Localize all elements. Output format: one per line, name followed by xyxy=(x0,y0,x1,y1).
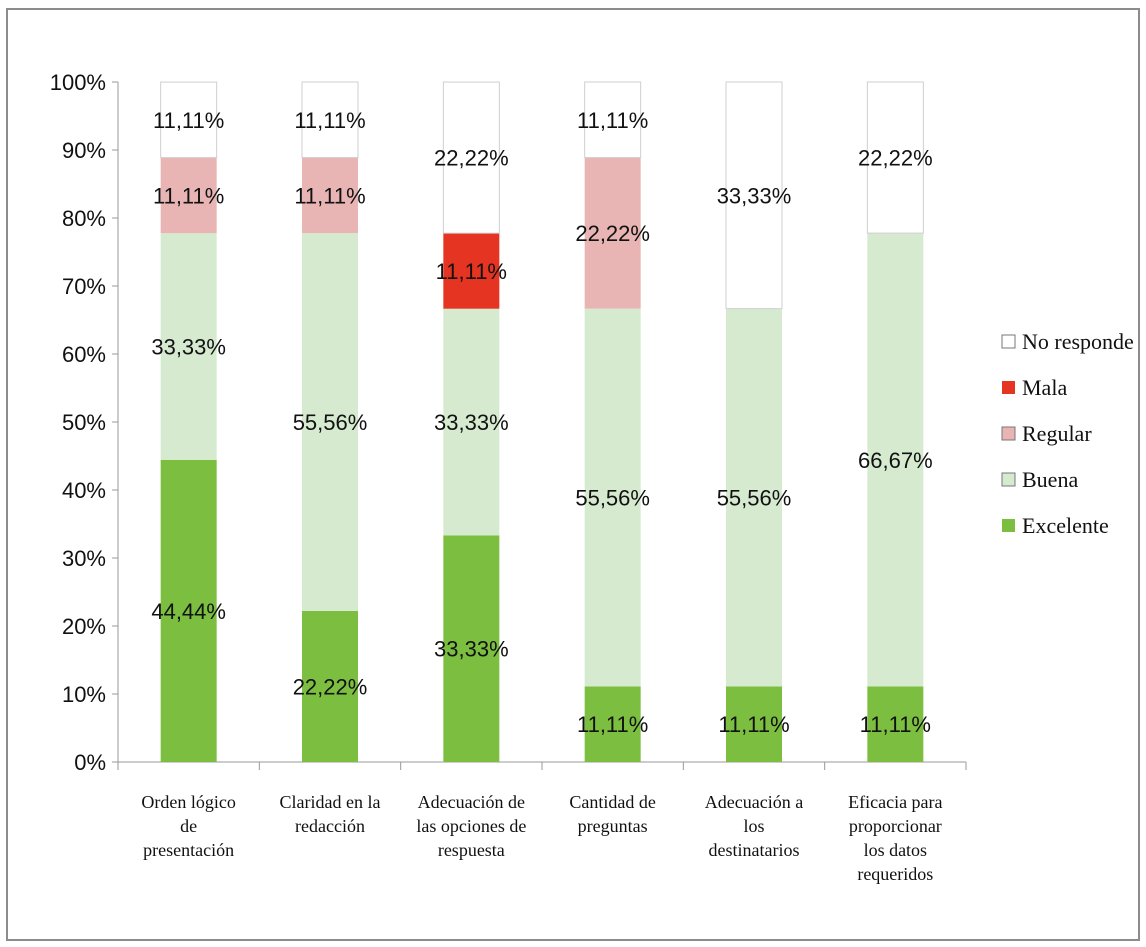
bar-segment-no-responde xyxy=(584,81,642,159)
data-label: 33,33% xyxy=(434,637,509,662)
y-tick-label: 60% xyxy=(62,342,106,367)
data-label: 66,67% xyxy=(858,448,933,473)
legend-label: No responde xyxy=(1022,329,1134,354)
x-category-label: los datos xyxy=(864,840,928,860)
data-label: 22,22% xyxy=(293,674,368,699)
legend-swatch xyxy=(1001,334,1016,349)
x-category-label: Claridad en la xyxy=(280,792,381,812)
x-category-label: requeridos xyxy=(857,864,933,884)
data-label: 22,22% xyxy=(434,146,509,171)
y-tick-label: 20% xyxy=(62,614,106,639)
bar-segment-mala xyxy=(443,233,500,309)
bar-segment-excelente xyxy=(302,610,358,762)
data-label: 33,33% xyxy=(434,410,509,435)
y-tick-label: 70% xyxy=(62,274,106,299)
legend-label: Mala xyxy=(1022,375,1067,400)
y-tick-label: 90% xyxy=(62,138,106,163)
data-label: 33,33% xyxy=(717,183,792,208)
x-category-label: Adecuación de xyxy=(418,792,525,812)
x-category-label: los xyxy=(743,816,764,836)
bar-segment-buena xyxy=(584,308,641,687)
data-label: 22,22% xyxy=(575,221,650,246)
data-label: 11,11% xyxy=(577,712,648,737)
legend-swatch xyxy=(1002,381,1015,394)
bar-segment-buena xyxy=(726,308,782,687)
data-label: 11,11% xyxy=(294,108,365,133)
y-tick-label: 40% xyxy=(62,478,106,503)
bar-segment-regular xyxy=(584,157,641,309)
data-label: 11,11% xyxy=(153,183,224,208)
legend-swatch xyxy=(1002,519,1015,532)
y-tick-label: 30% xyxy=(62,546,106,571)
data-label: 11,11% xyxy=(718,712,789,737)
bar-segment-excelente xyxy=(584,686,641,762)
legend-label: Regular xyxy=(1022,421,1092,446)
data-label: 33,33% xyxy=(151,334,226,359)
data-label: 44,44% xyxy=(151,599,226,624)
x-category-label: preguntas xyxy=(578,816,648,836)
data-label: 11,11% xyxy=(153,108,224,133)
x-category-label: Adecuación a xyxy=(705,792,803,812)
bar-segment-regular xyxy=(160,157,217,234)
bar-segment-buena xyxy=(867,233,924,687)
y-tick-label: 50% xyxy=(62,410,106,435)
x-category-label: respuesta xyxy=(438,840,505,860)
bar-segment-regular xyxy=(302,157,358,234)
x-category-label: Cantidad de xyxy=(569,792,655,812)
data-label: 55,56% xyxy=(575,486,650,511)
data-label: 55,56% xyxy=(293,410,368,435)
y-tick-label: 0% xyxy=(74,750,106,775)
legend-swatch xyxy=(1001,472,1016,487)
data-label: 55,56% xyxy=(717,486,792,511)
x-category-label: de xyxy=(180,816,197,836)
x-category-label: las opciones de xyxy=(416,816,526,836)
bar-segment-buena xyxy=(160,233,217,460)
legend-label: Buena xyxy=(1022,467,1078,492)
bar-segment-buena xyxy=(302,233,358,611)
x-category-label: Orden lógico xyxy=(141,792,235,812)
bar-segment-excelente xyxy=(443,535,500,762)
data-label: 11,11% xyxy=(436,259,507,284)
y-tick-label: 80% xyxy=(62,206,106,231)
y-tick-label: 10% xyxy=(62,682,106,707)
data-label: 11,11% xyxy=(577,108,648,133)
x-category-label: Eficacia para xyxy=(848,792,942,812)
legend-label: Excelente xyxy=(1022,513,1109,538)
bar-segment-no-responde xyxy=(866,81,924,234)
x-category-label: proporcionar xyxy=(849,816,942,836)
legend-swatch xyxy=(1001,426,1016,441)
data-label: 11,11% xyxy=(860,712,931,737)
bar-segment-excelente xyxy=(160,459,217,762)
bar-segment-no-responde xyxy=(442,81,500,234)
bar-segment-buena xyxy=(443,308,500,536)
bar-segment-no-responde xyxy=(725,81,783,310)
bar-segment-no-responde xyxy=(301,81,359,159)
bar-segment-no-responde xyxy=(160,81,218,159)
data-label: 11,11% xyxy=(294,183,365,208)
x-category-label: redacción xyxy=(295,816,365,836)
x-category-label: presentación xyxy=(143,840,234,860)
bar-segment-excelente xyxy=(726,686,782,762)
x-category-label: destinatarios xyxy=(709,840,800,860)
data-label: 22,22% xyxy=(858,146,933,171)
bar-segment-excelente xyxy=(867,686,924,762)
y-tick-label: 100% xyxy=(50,70,106,95)
